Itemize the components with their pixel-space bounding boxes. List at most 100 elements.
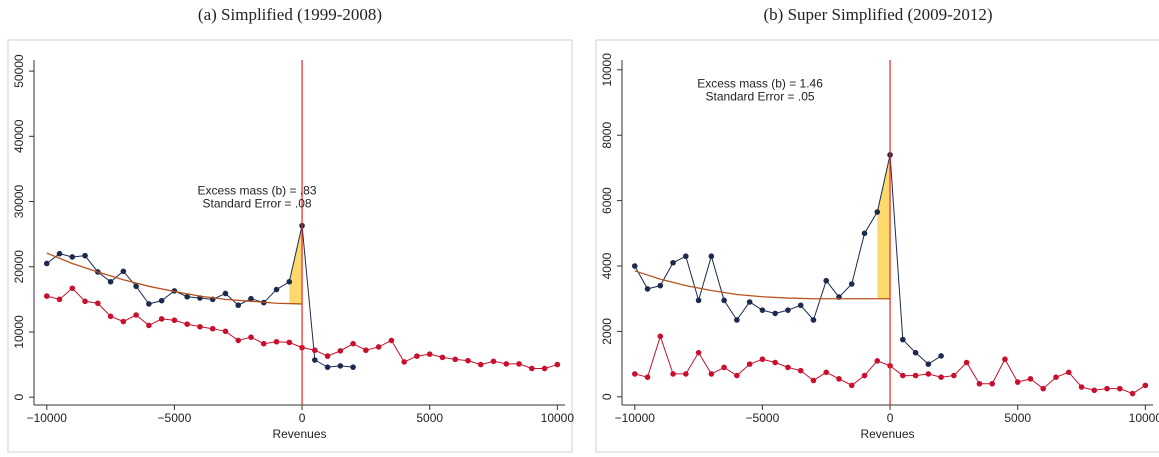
data-point — [976, 380, 983, 387]
data-point — [350, 364, 356, 370]
data-point — [426, 351, 433, 357]
data-point — [708, 371, 715, 377]
data-point — [133, 312, 139, 318]
data-point — [158, 297, 165, 304]
x-tick-label: 0 — [299, 411, 306, 425]
data-point — [1027, 376, 1034, 382]
data-point — [439, 354, 446, 361]
data-point — [324, 364, 331, 370]
excess-mass-area — [877, 154, 891, 299]
data-point — [477, 361, 484, 368]
data-point — [848, 281, 855, 287]
data-point — [375, 344, 382, 350]
x-tick-label: 5000 — [1004, 411, 1031, 425]
data-point — [900, 372, 906, 379]
y-tick-label: 0 — [12, 394, 26, 401]
y-tick-label: 40000 — [12, 119, 26, 153]
data-point — [43, 293, 50, 299]
data-point — [797, 302, 804, 309]
data-point — [209, 325, 216, 332]
data-point — [171, 317, 178, 324]
data-point — [721, 364, 727, 371]
data-point — [273, 286, 280, 293]
data-point — [401, 359, 407, 365]
panel-frame — [595, 39, 1159, 453]
panel-title: (a) Simplified (1999-2008) — [198, 5, 382, 24]
fitted-curve — [634, 270, 891, 300]
data-point — [912, 372, 919, 379]
data-point — [900, 336, 906, 343]
data-point — [184, 293, 190, 300]
data-point — [56, 250, 63, 257]
data-point — [1078, 384, 1085, 390]
data-point — [235, 302, 242, 309]
annotation: Standard Error = .08 — [202, 196, 311, 210]
data-point — [1117, 385, 1123, 392]
y-tick-label: 10000 — [600, 53, 614, 87]
data-point — [248, 295, 254, 302]
y-tick-label: 50000 — [12, 54, 26, 88]
data-point — [963, 359, 970, 366]
data-point — [797, 367, 804, 374]
data-point — [554, 361, 561, 368]
data-point — [56, 296, 63, 303]
data-point — [683, 371, 689, 377]
data-point — [133, 283, 139, 290]
data-point — [772, 359, 778, 366]
data-point — [82, 252, 88, 259]
x-tick-label: 10000 — [541, 411, 575, 425]
data-point — [657, 282, 664, 289]
data-point — [248, 334, 254, 340]
x-tick-label: 10000 — [1129, 411, 1159, 425]
data-point — [235, 337, 242, 344]
data-point — [810, 317, 817, 323]
data-point — [644, 286, 651, 292]
data-point — [324, 353, 331, 359]
panel-frame — [7, 39, 573, 453]
data-point — [746, 361, 753, 367]
data-point — [69, 285, 76, 292]
data-point — [912, 349, 919, 356]
data-point — [1142, 382, 1149, 389]
annotation: Excess mass (b) = 1.46 — [697, 76, 823, 90]
data-point — [708, 253, 715, 260]
data-point — [759, 307, 766, 313]
data-point — [388, 337, 395, 344]
data-point — [107, 313, 114, 320]
data-point — [734, 372, 740, 379]
data-point — [1014, 379, 1021, 385]
data-point — [43, 260, 50, 267]
data-point — [1053, 374, 1059, 381]
data-point — [695, 349, 702, 356]
y-tick-label: 0 — [600, 393, 614, 400]
panel: (b) Super Simplified (2009-2012) 0 2000 400… — [595, 5, 1159, 453]
data-point — [759, 356, 766, 363]
x-axis-label: Revenues — [272, 427, 326, 441]
data-point — [184, 321, 190, 327]
data-point — [465, 357, 471, 364]
data-point — [350, 340, 356, 347]
data-point — [414, 353, 420, 359]
data-point — [695, 297, 702, 304]
data-point — [1002, 356, 1008, 363]
data-point — [734, 317, 740, 323]
data-point — [938, 353, 944, 359]
data-point — [82, 298, 88, 305]
data-point — [312, 357, 318, 363]
data-point — [848, 382, 855, 389]
excess-mass-area — [289, 225, 303, 304]
data-point — [925, 361, 932, 367]
panel-title: (b) Super Simplified (2009-2012) — [764, 5, 993, 24]
data-point — [938, 374, 944, 381]
data-point — [823, 369, 830, 376]
x-tick-label: 0 — [887, 411, 894, 425]
data-point — [683, 253, 689, 260]
x-tick-label: 5000 — [416, 411, 443, 425]
data-point — [337, 348, 344, 354]
data-point — [452, 356, 459, 363]
data-point — [541, 365, 548, 372]
y-tick-label: 4000 — [600, 252, 614, 279]
data-point — [529, 365, 535, 372]
